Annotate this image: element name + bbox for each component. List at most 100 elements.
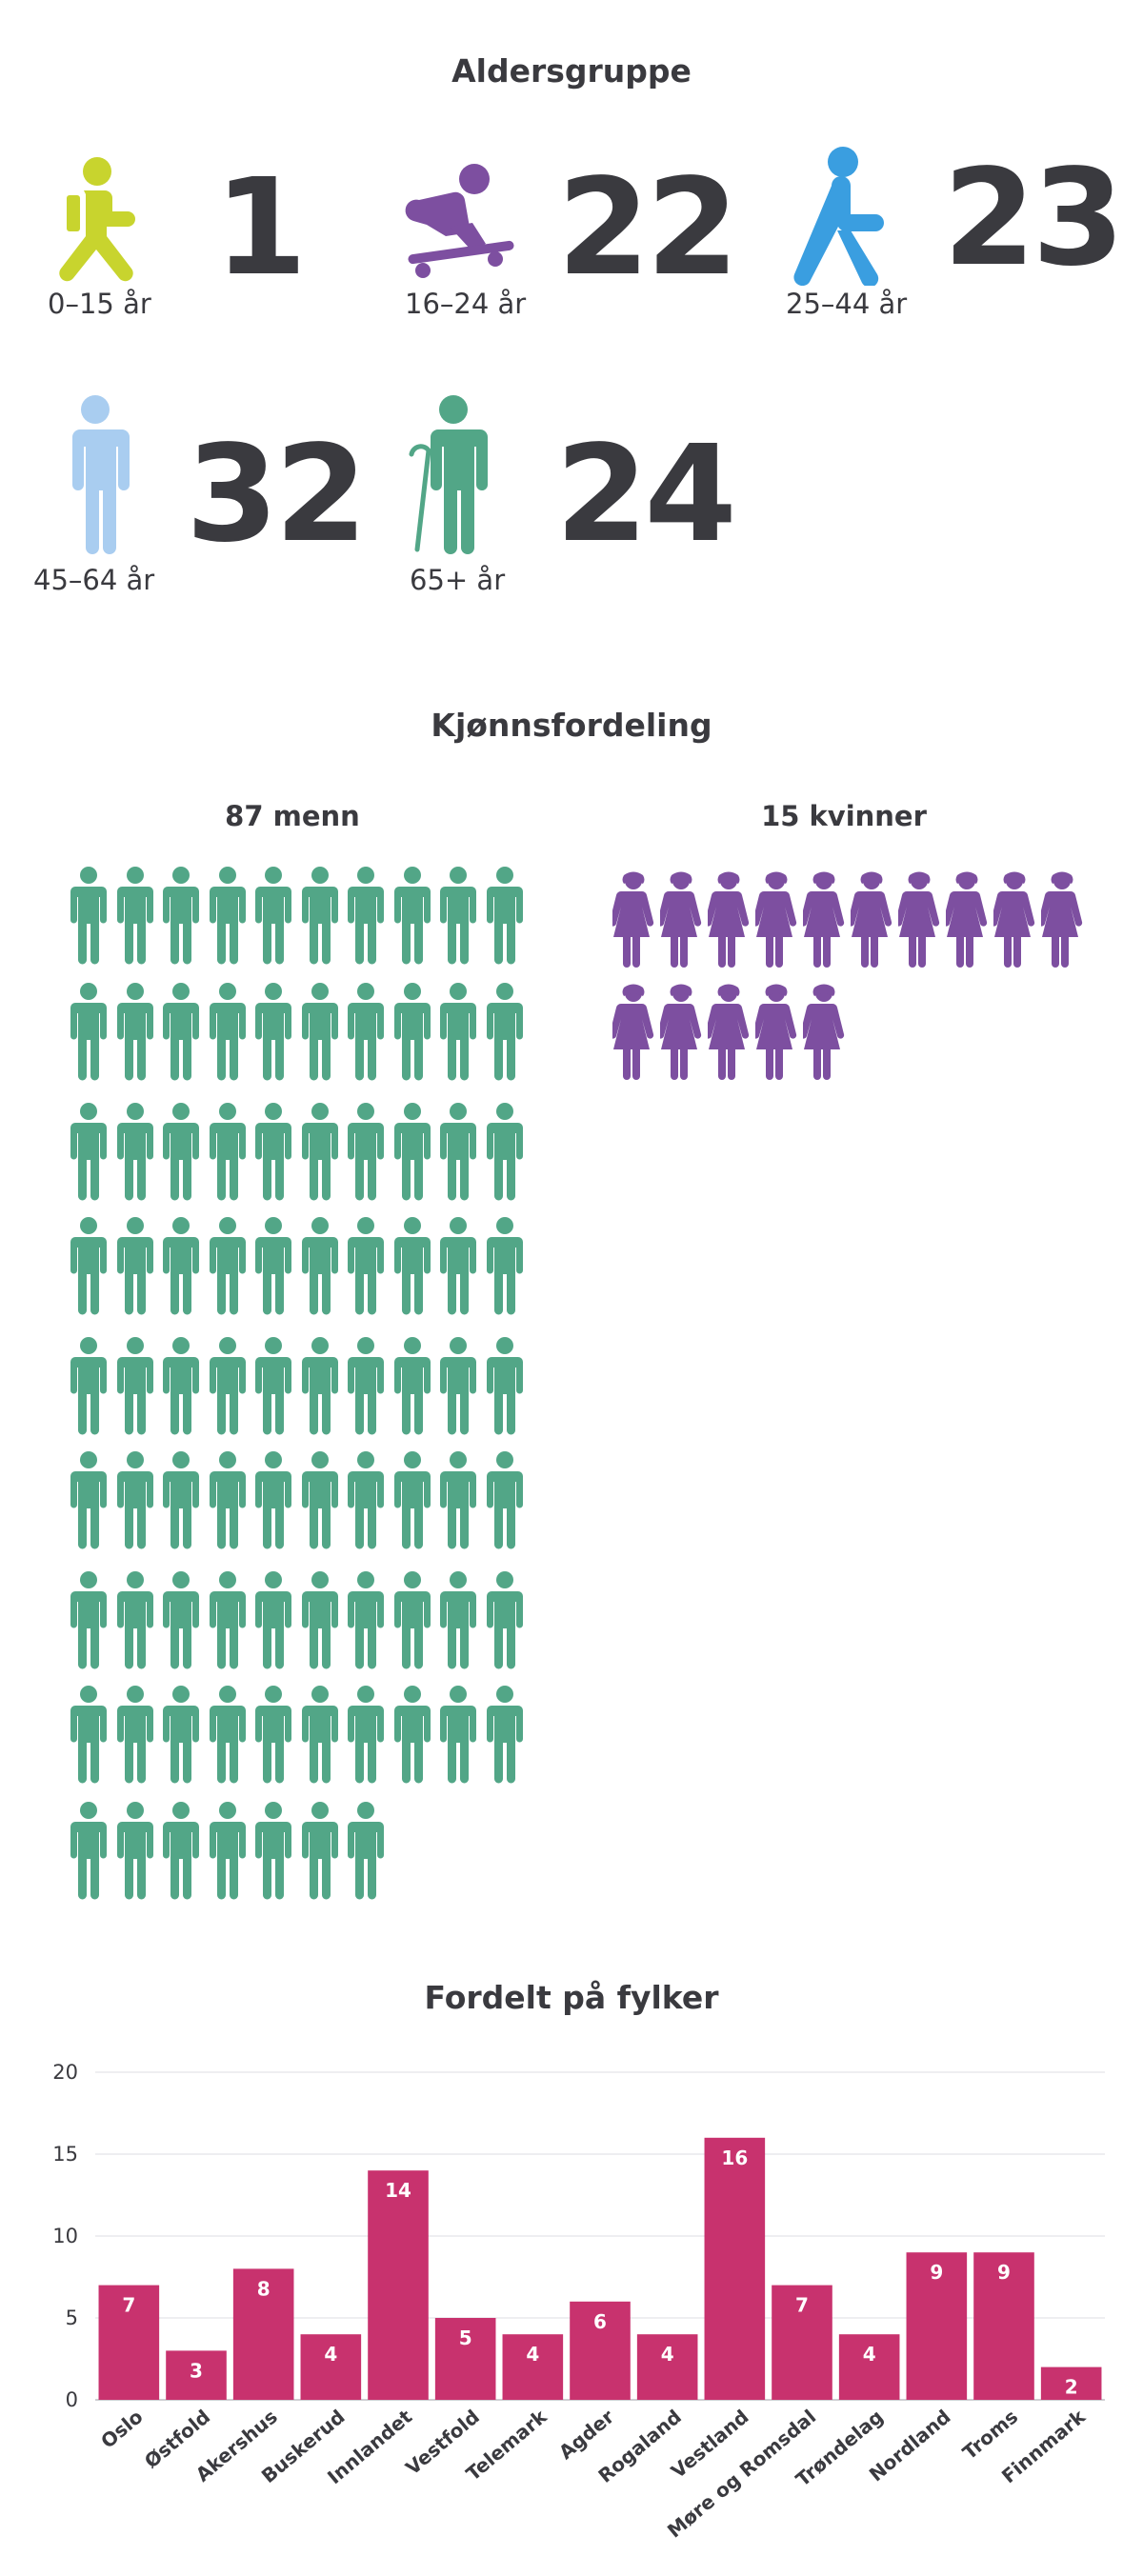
man-icon	[393, 983, 431, 1081]
man-icon	[393, 867, 431, 965]
age-label: 0–15 år	[48, 288, 151, 320]
man-icon	[348, 867, 384, 965]
man-icon	[209, 1217, 246, 1315]
man-icon	[348, 1571, 384, 1669]
age-section-title: Aldersgruppe	[451, 52, 692, 90]
age-count: 32	[186, 417, 368, 572]
bar-value-label: 4	[324, 2343, 337, 2366]
man-icon	[348, 1337, 384, 1435]
man-icon	[393, 1571, 431, 1669]
man-icon	[163, 1571, 199, 1669]
man-icon	[301, 867, 338, 965]
bar	[1040, 2366, 1102, 2400]
man-icon	[301, 1103, 338, 1201]
man-icon	[116, 983, 153, 1081]
age-label: 65+ år	[410, 564, 506, 596]
man-icon	[486, 1686, 523, 1784]
man-icon	[301, 1451, 338, 1549]
y-tick-label: 5	[66, 2306, 78, 2329]
woman-icon	[851, 871, 892, 968]
woman-icon	[755, 984, 797, 1080]
y-tick-label: 15	[52, 2143, 78, 2166]
bar	[636, 2334, 698, 2400]
gender-section-title: Kjønnsfordeling	[431, 707, 712, 744]
y-tick-label: 0	[66, 2388, 78, 2411]
bar-value-label: 4	[526, 2343, 539, 2366]
man-icon	[348, 1451, 384, 1549]
man-icon	[70, 1571, 107, 1669]
man-icon	[255, 1103, 291, 1201]
man-icon	[255, 1217, 291, 1315]
man-icon	[393, 1337, 431, 1435]
man-icon	[393, 1451, 431, 1549]
man-icon	[209, 867, 246, 965]
man-icon	[301, 1802, 338, 1900]
bar	[98, 2285, 160, 2400]
woman-icon	[660, 871, 702, 968]
man-icon	[163, 1686, 199, 1784]
bar	[368, 2170, 429, 2400]
man-icon	[301, 1337, 338, 1435]
man-icon	[116, 1686, 153, 1784]
man-icon	[116, 1217, 153, 1315]
men-count-label: 87 menn	[225, 800, 360, 832]
man-icon	[348, 1217, 384, 1315]
man-icon	[209, 1337, 246, 1435]
counties-section-title: Fordelt på fylker	[424, 1979, 719, 2016]
woman-icon	[612, 984, 654, 1080]
women-count-label: 15 kvinner	[761, 800, 927, 832]
man-icon	[486, 1217, 523, 1315]
man-icon	[393, 1103, 431, 1201]
man-icon	[116, 1802, 153, 1900]
woman-icon	[755, 871, 797, 968]
woman-icon	[946, 871, 988, 968]
man-icon	[440, 983, 476, 1081]
man-icon	[486, 1103, 523, 1201]
bar	[570, 2301, 631, 2400]
bar-value-label: 4	[661, 2343, 674, 2366]
man-icon	[70, 983, 107, 1081]
man-icon	[209, 1686, 246, 1784]
x-category-label: Troms	[958, 2405, 1022, 2464]
man-icon	[70, 1337, 107, 1435]
y-tick-label: 20	[52, 2061, 78, 2084]
man-icon	[116, 1103, 153, 1201]
walking-person-icon	[793, 147, 884, 286]
man-icon	[486, 1337, 523, 1435]
man-icon	[301, 1686, 338, 1784]
man-icon	[440, 1571, 476, 1669]
bar-value-label: 6	[593, 2310, 607, 2333]
woman-icon	[612, 871, 654, 968]
age-count: 22	[557, 150, 739, 306]
age-count: 24	[555, 417, 737, 572]
man-icon	[255, 1337, 291, 1435]
man-icon	[163, 867, 199, 965]
bar-value-label: 2	[1065, 2376, 1078, 2399]
bar-value-label: 14	[385, 2179, 411, 2202]
woman-icon	[898, 871, 940, 968]
man-icon	[440, 867, 476, 965]
man-icon	[209, 1571, 246, 1669]
man-icon	[486, 983, 523, 1081]
bar	[906, 2252, 968, 2400]
man-icon	[70, 1217, 107, 1315]
man-icon	[163, 1217, 199, 1315]
elderly-cane-icon	[409, 395, 488, 554]
man-icon	[301, 1571, 338, 1669]
man-icon	[116, 867, 153, 965]
man-icon	[486, 867, 523, 965]
man-icon	[393, 1217, 431, 1315]
bar-value-label: 9	[930, 2261, 943, 2284]
man-icon	[255, 867, 291, 965]
man-icon	[163, 983, 199, 1081]
bar-value-label: 9	[997, 2261, 1011, 2284]
x-category-label: Oslo	[96, 2405, 147, 2452]
woman-icon	[708, 871, 750, 968]
skateboarder-icon	[405, 164, 514, 278]
bar-value-label: 8	[257, 2277, 271, 2300]
age-label: 16–24 år	[405, 288, 527, 320]
man-icon	[116, 1571, 153, 1669]
woman-icon	[708, 984, 750, 1080]
woman-icon	[660, 984, 702, 1080]
bar	[973, 2252, 1034, 2400]
